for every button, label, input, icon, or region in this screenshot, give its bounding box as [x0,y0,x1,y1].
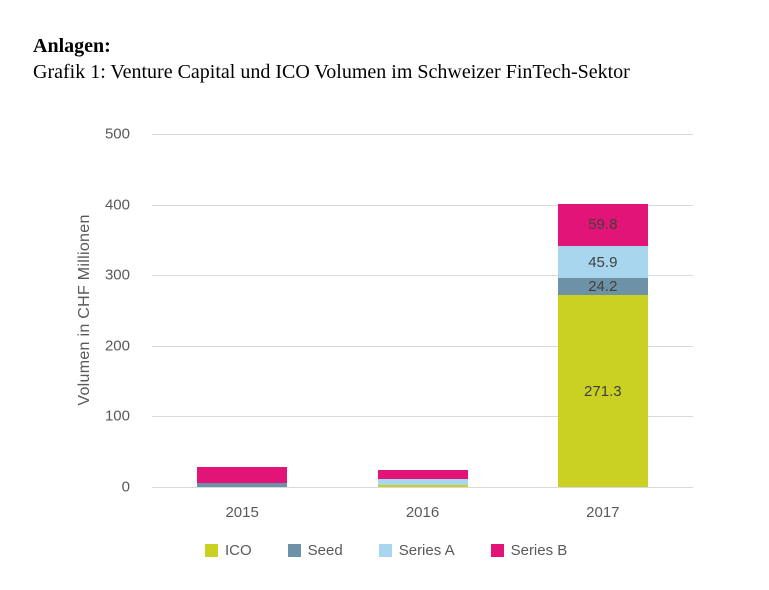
y-tick-label-500: 500 [104,125,130,143]
legend-item-series-b: Series B [490,542,568,559]
legend-item-ico: ICO [205,542,252,559]
header-anlagen-label: Anlagen: [33,35,111,57]
legend-swatch-seed [287,544,301,557]
gridline-500 [152,134,693,135]
bar-segment-2016-series-b [377,470,468,479]
data-label-2017-series-a: 45.9 [588,253,618,271]
gridline-300 [152,275,693,277]
gridline-100 [152,416,693,418]
chart-caption: Grafik 1: Venture Capital und ICO Volume… [33,61,630,83]
y-tick-label-400: 400 [104,196,130,214]
x-tick-label-2015: 2015 [225,504,259,521]
x-tick-label-2016: 2016 [405,504,440,521]
gridline-400 [152,204,693,206]
bar-segment-2017-series-b: 59.8 [557,203,648,246]
legend-swatch-series-a [378,544,392,557]
bar-segment-2016-ico [377,484,468,487]
y-tick-label-100: 100 [104,407,130,425]
data-label-2017-series-b: 59.8 [588,216,618,234]
bar-segment-2015-series-b [197,466,288,484]
legend-label-series-b: Series B [510,542,568,559]
gridline-0 [152,487,693,488]
gridline-200 [152,345,693,347]
data-label-2017-ico: 271.3 [584,382,622,400]
y-tick-label-200: 200 [104,337,130,355]
legend-label-ico: ICO [225,542,252,559]
y-tick-label-300: 300 [104,266,130,284]
bar-segment-2017-seed: 24.2 [557,278,648,296]
data-label-2017-seed: 24.2 [588,278,618,296]
chart-plot-area: 0 100 200 300 400 500 2015 2016 271.3 24.2 45.9 59.… [105,126,693,521]
legend-label-seed: Seed [307,542,343,559]
y-tick-label-0: 0 [121,478,130,496]
x-tick-label-2017: 2017 [586,504,620,521]
bar-segment-2017-series-a: 45.9 [557,246,648,279]
legend-swatch-series-b [490,544,504,557]
legend-item-series-a: Series A [378,542,455,559]
legend-swatch-ico [205,544,218,557]
y-axis-title: Volumen in CHF Millionen [76,214,93,406]
bar-segment-2016-series-a [377,478,468,485]
chart-legend: ICO Seed Series A Series B [205,542,567,559]
bar-segment-2017-ico: 271.3 [557,295,648,487]
page-header: Anlagen: Grafik 1: Venture Capital und I… [33,33,630,85]
legend-item-seed: Seed [287,542,343,559]
legend-label-series-a: Series A [398,542,455,559]
bar-segment-2015-seed [197,483,288,487]
